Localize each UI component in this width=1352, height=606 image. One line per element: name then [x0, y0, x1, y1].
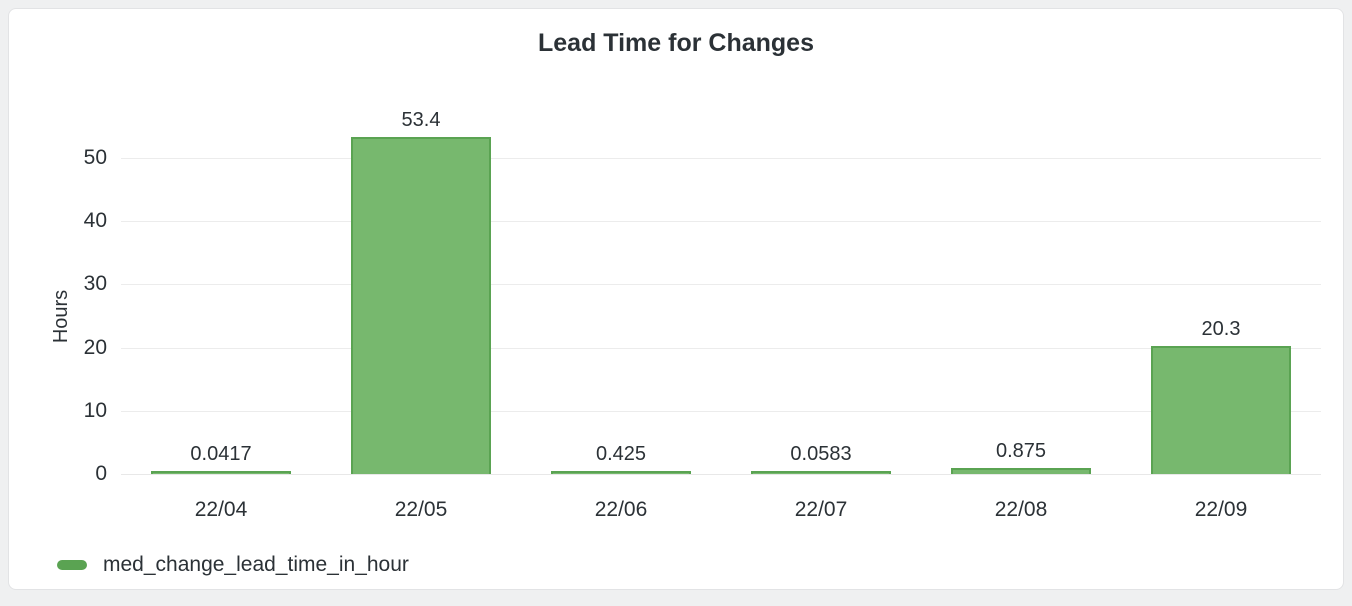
gridline-y-30: [121, 284, 1321, 286]
y-tick-label-40: 40: [83, 209, 107, 233]
bar-22/06[interactable]: [551, 471, 691, 474]
gridline-y-20: [121, 347, 1321, 349]
gridline-y-10: [121, 410, 1321, 412]
bar-22/04[interactable]: [151, 471, 291, 474]
gridline-y-40: [121, 221, 1321, 223]
value-label-22/08: 0.875: [995, 440, 1047, 463]
bar-22/07[interactable]: [751, 471, 891, 474]
x-tick-label-22/05: 22/05: [394, 498, 448, 521]
gridline-y-0: [121, 474, 1321, 475]
value-label-22/04: 0.0417: [190, 443, 252, 465]
value-label-22/09: 20.3: [1201, 317, 1241, 340]
y-tick-label-30: 30: [83, 272, 107, 296]
y-tick-label-50: 50: [83, 146, 107, 169]
bar-22/09[interactable]: [1151, 345, 1291, 474]
x-tick-label-22/06: 22/06: [594, 498, 648, 521]
value-label-22/07: 0.0583: [790, 443, 852, 465]
y-tick-label-10: 10: [83, 398, 107, 422]
y-tick-label-0: 0: [95, 462, 107, 485]
plot-area: 0 10 20 30 40 50 0.0417 22/04 53.4 22/05 0.425 22/0…: [84, 109, 1321, 521]
x-tick-label-22/08: 22/08: [994, 498, 1048, 521]
chart-card: Lead Time for Changes Hours 0 10 20 30 40 50 0…: [8, 8, 1344, 590]
legend-marker-icon: [57, 560, 87, 570]
y-axis-title-text: Hours: [50, 289, 73, 343]
legend-item[interactable]: med_change_lead_time_in_hour: [57, 553, 409, 577]
value-label-22/06: 0.425: [595, 443, 647, 465]
x-tick-label-22/07: 22/07: [794, 498, 848, 521]
gridline-y-50: [121, 158, 1321, 159]
x-tick-label-22/04: 22/04: [194, 498, 248, 521]
chart-title: Lead Time for Changes: [538, 29, 814, 57]
bar-22/05[interactable]: [351, 136, 491, 474]
legend-label: med_change_lead_time_in_hour: [103, 553, 409, 576]
x-tick-label-22/09: 22/09: [1194, 498, 1248, 521]
y-axis-title: Hours: [35, 158, 88, 474]
y-tick-label-20: 20: [83, 335, 107, 359]
value-label-22/05: 53.4: [401, 108, 441, 131]
bar-22/08[interactable]: [951, 468, 1091, 474]
